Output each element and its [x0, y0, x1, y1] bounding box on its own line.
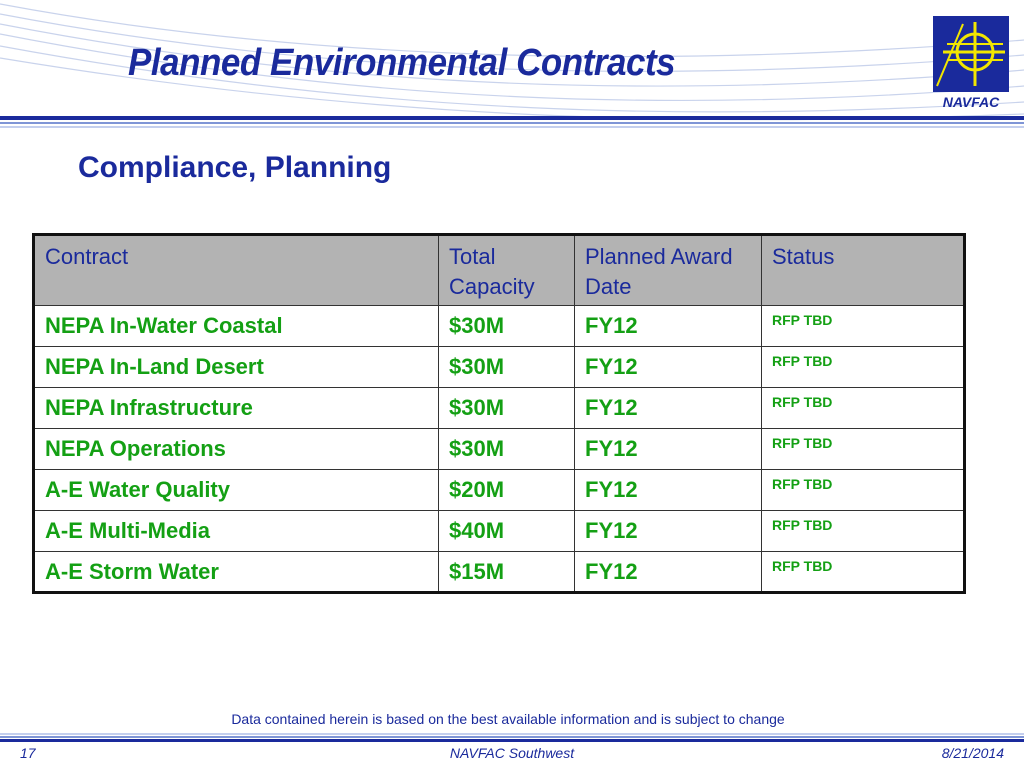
capacity-cell: $30M [438, 305, 575, 347]
capacity-cell: $30M [438, 346, 575, 388]
capacity-cell: $30M [438, 428, 575, 470]
award-cell: FY12 [574, 551, 762, 593]
table-row: A-E Water Quality $20M FY12 RFP TBD [33, 469, 965, 511]
page-number: 17 [20, 745, 36, 761]
header-rule [0, 116, 1024, 128]
table-row: NEPA Infrastructure $30M FY12 RFP TBD [33, 387, 965, 429]
header-contract: Contract [33, 234, 439, 306]
contract-cell: A-E Multi-Media [33, 510, 439, 552]
status-cell: RFP TBD [761, 387, 965, 429]
status-cell: RFP TBD [761, 510, 965, 552]
logo-text: NAVFAC [942, 94, 1000, 110]
capacity-cell: $40M [438, 510, 575, 552]
header-decoration [0, 3, 1024, 121]
disclaimer-text: Data contained herein is based on the be… [231, 711, 785, 727]
header-planned-award-date: Planned Award Date [574, 234, 762, 306]
contract-cell: A-E Water Quality [33, 469, 439, 511]
navfac-crosshair-logo-icon [933, 16, 1009, 92]
table-header-row: Contract Total Capacity Planned Award Da… [33, 234, 965, 306]
contract-cell: NEPA In-Water Coastal [33, 305, 439, 347]
award-cell: FY12 [574, 305, 762, 347]
contract-cell: NEPA In-Land Desert [33, 346, 439, 388]
capacity-cell: $20M [438, 469, 575, 511]
status-cell: RFP TBD [761, 469, 965, 511]
navfac-logo: NAVFAC [933, 16, 1009, 110]
status-cell: RFP TBD [761, 551, 965, 593]
award-cell: FY12 [574, 469, 762, 511]
table-row: NEPA In-Land Desert $30M FY12 RFP TBD [33, 346, 965, 388]
footer-rule [0, 733, 1024, 742]
slide-subtitle: Compliance, Planning [78, 151, 392, 184]
header-total-capacity: Total Capacity [438, 234, 575, 306]
header-status: Status [761, 234, 965, 306]
award-cell: FY12 [574, 510, 762, 552]
footer-organization: NAVFAC Southwest [449, 745, 575, 761]
status-cell: RFP TBD [761, 428, 965, 470]
table-row: A-E Storm Water $15M FY12 RFP TBD [33, 551, 965, 593]
capacity-cell: $30M [438, 387, 575, 429]
status-cell: RFP TBD [761, 305, 965, 347]
award-cell: FY12 [574, 387, 762, 429]
table-row: NEPA In-Water Coastal $30M FY12 RFP TBD [33, 305, 965, 347]
table-row: NEPA Operations $30M FY12 RFP TBD [33, 428, 965, 470]
award-cell: FY12 [574, 428, 762, 470]
award-cell: FY12 [574, 346, 762, 388]
contract-cell: NEPA Infrastructure [33, 387, 439, 429]
table-row: A-E Multi-Media $40M FY12 RFP TBD [33, 510, 965, 552]
status-cell: RFP TBD [761, 346, 965, 388]
capacity-cell: $15M [438, 551, 575, 593]
slide-title: Planned Environmental Contracts [128, 42, 676, 84]
contracts-table: Contract Total Capacity Planned Award Da… [32, 233, 966, 594]
footer-date: 8/21/2014 [941, 745, 1004, 761]
contract-cell: NEPA Operations [33, 428, 439, 470]
contract-cell: A-E Storm Water [33, 551, 439, 593]
